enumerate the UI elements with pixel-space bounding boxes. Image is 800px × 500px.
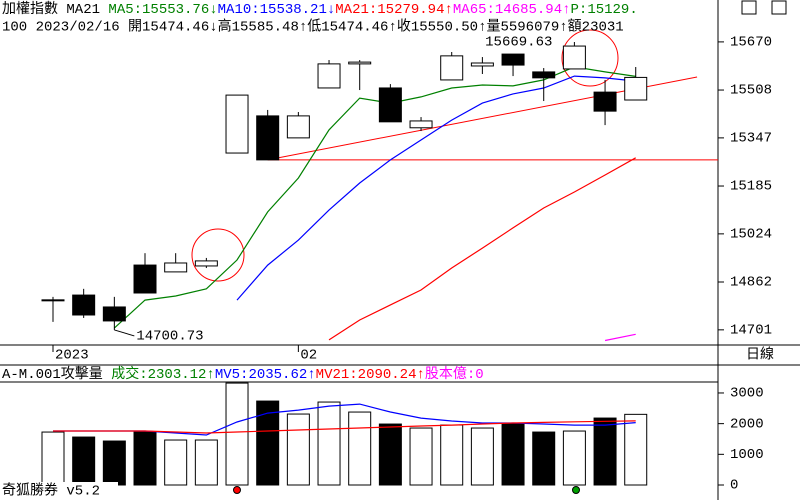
volume-bar xyxy=(378,423,402,486)
low-label: 14700.73 xyxy=(136,329,203,345)
header-item: 成交:2303.12↑ xyxy=(111,365,215,383)
volume-plot xyxy=(41,382,648,486)
header-line: 100 2023/02/16 開15474.46↓高15585.48↑低1547… xyxy=(2,18,624,36)
volume-bar xyxy=(102,440,126,486)
candle-body xyxy=(102,306,126,322)
volume-bar xyxy=(409,427,433,486)
candle-body xyxy=(133,264,157,294)
header-line: 加權指數 MA21 MA5:15553.76↓MA10:15538.21↓MA2… xyxy=(2,1,638,18)
header-item: MA21:15279.94↑ xyxy=(335,2,453,18)
candle-body xyxy=(562,45,586,70)
volume-bar xyxy=(624,413,648,486)
candle-body xyxy=(225,94,249,154)
header-item: 股本億:0 xyxy=(425,366,484,383)
volume-bar xyxy=(225,382,249,486)
ma-line xyxy=(53,420,636,434)
y-tick-label: 0 xyxy=(730,478,738,494)
volume-bar xyxy=(194,439,218,486)
candle-body xyxy=(164,262,188,273)
candle-body xyxy=(593,91,617,112)
period-label: 日線 xyxy=(746,347,774,364)
x-tick-label: 02 xyxy=(300,348,317,364)
candle-body xyxy=(286,115,310,139)
footer-bg xyxy=(0,482,118,500)
header-item: 加權指數 MA21 xyxy=(2,1,108,18)
y-tick-label: 14701 xyxy=(730,323,772,339)
header-item: MV5:2035.62↑ xyxy=(215,367,316,383)
high-label: 15669.63 xyxy=(485,35,552,51)
highlight-circle xyxy=(191,228,245,282)
candle-body xyxy=(440,55,464,81)
ma-line xyxy=(604,333,636,342)
signal-dot xyxy=(572,486,580,494)
y-tick-label: 15670 xyxy=(730,35,772,51)
volume-bar xyxy=(440,424,464,486)
ma-line xyxy=(328,157,636,341)
window-button[interactable] xyxy=(741,0,757,15)
candle-body xyxy=(378,87,402,123)
header-item: MA5:15553.76↓ xyxy=(108,2,217,18)
volume-bar xyxy=(286,413,310,486)
header-item: MV21:2090.24↑ xyxy=(316,367,425,383)
header-item: A-M.001攻擊量 xyxy=(2,365,111,383)
header-item: MA10:15538.21↓ xyxy=(218,2,336,18)
volume-bar xyxy=(562,430,586,486)
volume-bar xyxy=(317,401,341,486)
candle-body xyxy=(348,61,372,65)
candle-body xyxy=(41,299,65,302)
x-tick-label: 2023 xyxy=(55,348,89,364)
volume-bar xyxy=(532,431,556,486)
y-tick-label: 3000 xyxy=(730,386,764,402)
indicator-header: A-M.001攻擊量 成交:2303.12↑MV5:2035.62↑MV21:2… xyxy=(2,365,484,383)
candle-body xyxy=(72,294,96,316)
volume-bar xyxy=(593,417,617,486)
volume-bar xyxy=(164,439,188,486)
y-tick-label: 1000 xyxy=(730,447,764,463)
volume-bar xyxy=(501,422,525,486)
candle-body xyxy=(501,53,525,66)
volume-bar xyxy=(133,431,157,486)
y-tick-label: 14862 xyxy=(730,275,772,291)
y-tick-label: 15024 xyxy=(730,227,772,243)
volume-bar xyxy=(41,431,65,486)
y-tick-label: 15508 xyxy=(730,83,772,99)
candle-body xyxy=(409,120,433,129)
volume-bar xyxy=(72,436,96,486)
y-tick-label: 15347 xyxy=(730,131,772,147)
candle-body xyxy=(624,76,648,101)
signal-dot xyxy=(233,486,241,494)
volume-bar xyxy=(470,427,494,486)
footer: 奇狐勝券 v5.2 xyxy=(2,482,100,500)
y-tick-label: 2000 xyxy=(730,416,764,432)
highlight-circle xyxy=(561,29,619,87)
header-item: MA65:14685.94↑ xyxy=(453,2,571,18)
candle-body xyxy=(470,62,494,67)
candle-body xyxy=(317,63,341,89)
window-button[interactable] xyxy=(771,0,787,15)
volume-bar xyxy=(348,411,372,486)
candle-body xyxy=(194,260,218,267)
volume-bar xyxy=(256,400,280,486)
candle-body xyxy=(532,71,556,79)
ma-line xyxy=(236,75,636,301)
header-item: P:15129. xyxy=(571,2,638,18)
price-plot xyxy=(41,42,718,342)
candle-body xyxy=(256,115,280,161)
label-leader xyxy=(114,329,135,337)
y-tick-label: 15185 xyxy=(730,179,772,195)
